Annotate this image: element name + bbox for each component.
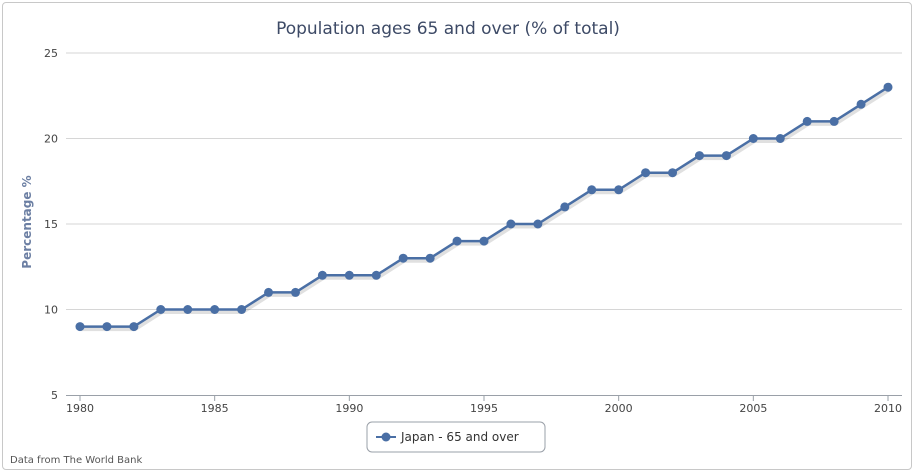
data-point-1984[interactable]	[183, 305, 193, 314]
y-tick-label-15: 15	[44, 218, 58, 231]
legend[interactable]: Japan - 65 and over	[366, 421, 546, 453]
data-point-1980[interactable]	[75, 322, 85, 332]
data-point-1981[interactable]	[102, 322, 112, 332]
y-tick-label-20: 20	[44, 133, 58, 146]
data-point-1987[interactable]	[264, 287, 274, 297]
series-line-shadow	[81, 87, 891, 332]
data-point-1990[interactable]	[344, 270, 354, 280]
series-japan	[75, 82, 893, 332]
x-tick-label-1990: 1990	[335, 402, 363, 415]
x-tick-label-1985: 1985	[201, 402, 229, 415]
data-credit: Data from The World Bank	[10, 455, 142, 466]
y-tick-label-5: 5	[51, 389, 58, 402]
y-axis-label: Percentage %	[20, 175, 34, 268]
data-point-1993[interactable]	[425, 253, 435, 263]
gridlines	[66, 52, 902, 310]
data-point-1985[interactable]	[210, 305, 220, 314]
legend-box	[366, 421, 546, 453]
data-point-1988[interactable]	[290, 287, 300, 297]
data-point-1998[interactable]	[560, 202, 570, 212]
data-point-2000[interactable]	[614, 185, 624, 195]
legend-marker-icon	[381, 432, 391, 442]
series-line	[80, 86, 889, 328]
data-point-1996[interactable]	[506, 219, 516, 229]
data-point-1997[interactable]	[533, 219, 543, 229]
y-tick-label-10: 10	[44, 304, 58, 317]
data-point-1989[interactable]	[317, 270, 327, 280]
data-point-1999[interactable]	[587, 185, 597, 195]
data-point-1986[interactable]	[237, 305, 247, 314]
data-point-2004[interactable]	[721, 151, 731, 161]
x-tick-label-1980: 1980	[66, 402, 94, 415]
x-axis-ticks: 1980 1985 1990 1995 2000 2005 2010	[66, 395, 902, 415]
y-axis-ticks: 5 10 15 20 25	[44, 47, 58, 402]
data-point-2005[interactable]	[748, 134, 758, 143]
data-point-1995[interactable]	[479, 236, 489, 246]
y-tick-label-25: 25	[44, 47, 58, 60]
x-tick-label-1995: 1995	[470, 402, 498, 415]
data-point-2002[interactable]	[668, 168, 678, 178]
data-point-2003[interactable]	[694, 151, 704, 161]
data-point-1994[interactable]	[452, 236, 462, 246]
chart-title: Population ages 65 and over (% of total)	[276, 19, 620, 39]
x-tick-label-2005: 2005	[739, 402, 767, 415]
legend-item-japan[interactable]: Japan - 65 and over	[400, 430, 519, 444]
data-point-2006[interactable]	[775, 134, 785, 143]
x-tick-label-2010: 2010	[874, 402, 902, 415]
data-point-1992[interactable]	[398, 253, 408, 263]
data-point-2001[interactable]	[641, 168, 651, 178]
data-point-1982[interactable]	[129, 322, 139, 332]
x-tick-label-2000: 2000	[605, 402, 633, 415]
data-point-2009[interactable]	[856, 99, 866, 109]
data-point-2010[interactable]	[883, 82, 893, 92]
chart-frame	[2, 2, 912, 470]
data-point-2007[interactable]	[802, 116, 812, 126]
data-point-2008[interactable]	[829, 116, 839, 126]
data-point-1983[interactable]	[156, 305, 166, 314]
data-point-1991[interactable]	[371, 270, 381, 280]
